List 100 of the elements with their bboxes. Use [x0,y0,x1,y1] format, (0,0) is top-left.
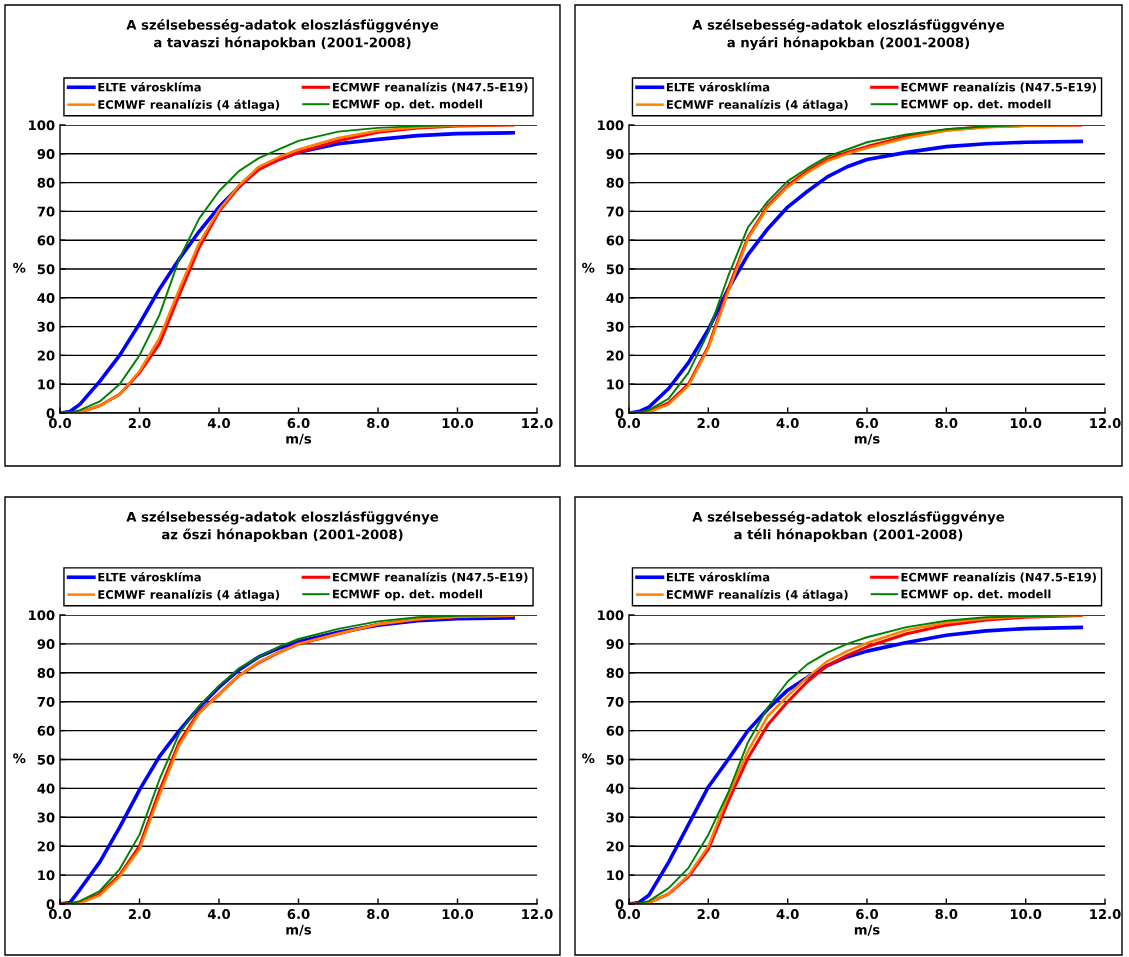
y-tick-label: 80 [606,177,624,188]
y-tick-label: 100 [29,120,55,131]
y-tick-label: 0 [46,408,55,419]
y-tick-label: 90 [37,149,55,159]
y-axis-title: % [13,262,26,273]
legend-label: ECMWF reanalízis (N47.5-E19) [333,82,528,93]
x-tick-label: 8.0 [367,909,390,920]
y-tick-label: 60 [606,235,624,246]
y-tick-label: 10 [607,870,624,881]
x-tick-label: 6.0 [287,909,310,920]
chart-title: A szélsebesség-adatok eloszlásfüggvénye a téli hónapokban (2001-2008) [692,511,1005,542]
y-tick-label: 90 [606,149,624,159]
x-tick-label: 2.0 [128,418,151,429]
x-tick-label: 12.0 [1090,909,1121,920]
y-tick-label: 50 [37,264,55,275]
legend-label: ECMWF reanalízis (N47.5-E19) [901,82,1096,93]
y-tick-label: 20 [37,841,55,852]
x-tick-label: 10.0 [442,418,474,429]
y-tick-label: 0 [46,899,55,910]
y-tick-label: 40 [37,783,55,794]
x-axis-title: m/s [286,924,312,936]
x-tick-label: 2.0 [697,909,720,920]
y-tick-label: 70 [37,696,55,707]
y-tick-label: 40 [606,783,624,794]
y-tick-label: 30 [37,321,55,332]
x-tick-label: 12.0 [1090,418,1121,429]
legend-label: ECMWF op. det. modell [333,589,482,601]
x-tick-label: 0.0 [617,909,641,920]
y-axis-title: % [13,753,26,764]
y-tick-label: 20 [37,350,55,361]
y-tick-label: 100 [598,610,624,621]
legend-label: ELTE városklíma [98,572,201,582]
x-tick-label: 12.0 [522,909,553,920]
y-tick-label: 10 [38,379,55,390]
chart-title: A szélsebesség-adatok eloszlásfüggvénye az őszi hónapokban (2001-2008) [126,511,439,542]
y-tick-label: 20 [606,841,624,852]
legend-label: ECMWF reanalízis (4 átlaga) [98,589,280,602]
y-tick-label: 60 [37,725,55,736]
legend-label: ECMWF reanalízis (N47.5-E19) [901,572,1096,583]
x-tick-label: 2.0 [697,418,720,429]
legend-label: ELTE városklíma [666,82,770,92]
x-tick-label: 4.0 [776,418,799,429]
x-tick-label: 0.0 [48,909,72,920]
x-tick-label: 2.0 [128,909,151,920]
legend-label: ECMWF op. det. modell [901,99,1051,111]
y-tick-label: 50 [606,264,624,275]
y-tick-label: 10 [607,379,624,390]
legend-label: ELTE városklíma [666,572,770,582]
y-tick-label: 80 [37,177,55,188]
x-tick-label: 8.0 [935,909,958,920]
legend-label: ELTE városklíma [98,82,201,92]
y-axis-title: % [582,262,595,273]
y-tick-label: 30 [37,812,55,823]
x-tick-label: 0.0 [48,418,72,429]
x-tick-label: 6.0 [856,418,879,429]
chart-title: A szélsebesség-adatok eloszlásfüggvénye a tavaszi hónapokban (2001-2008) [126,19,439,50]
y-tick-label: 50 [37,754,55,765]
y-tick-label: 100 [29,610,55,621]
x-tick-label: 4.0 [207,418,231,429]
x-tick-label: 10.0 [1010,418,1042,429]
legend-label: ECMWF reanalízis (4 átlaga) [98,99,280,112]
legend-label: ECMWF reanalízis (4 átlaga) [666,589,848,602]
x-tick-label: 8.0 [935,418,958,429]
y-tick-label: 60 [37,235,55,246]
y-tick-label: 40 [37,293,55,303]
y-tick-label: 40 [606,293,624,303]
legend-label: ECMWF reanalízis (N47.5-E19) [333,572,528,583]
y-tick-label: 60 [606,725,624,736]
y-tick-label: 70 [37,206,55,217]
legend-label: ECMWF op. det. modell [333,99,482,111]
legend-label: ECMWF reanalízis (4 átlaga) [666,99,848,112]
y-tick-label: 0 [615,899,624,910]
y-axis-title: % [582,753,595,764]
chart-title: A szélsebesség-adatok eloszlásfüggvénye a nyári hónapokban (2001-2008) [692,19,1005,51]
y-tick-label: 90 [37,639,55,650]
y-tick-label: 10 [38,870,55,881]
y-tick-label: 80 [37,668,55,678]
y-tick-label: 70 [606,696,624,707]
x-tick-label: 0.0 [617,418,641,429]
x-axis-title: m/s [286,433,312,445]
y-tick-label: 30 [606,321,624,332]
y-tick-label: 70 [606,206,624,217]
x-tick-label: 8.0 [367,418,390,429]
y-tick-label: 50 [606,754,624,765]
x-tick-label: 12.0 [522,418,553,429]
y-tick-label: 100 [598,120,624,131]
x-tick-label: 10.0 [442,909,474,920]
x-tick-label: 6.0 [856,909,879,920]
legend-label: ECMWF op. det. modell [901,589,1051,601]
x-axis-title: m/s [854,433,880,445]
y-tick-label: 0 [615,408,624,419]
y-tick-label: 90 [606,639,624,650]
x-tick-label: 4.0 [207,909,231,920]
y-tick-label: 30 [606,812,624,823]
x-tick-label: 4.0 [776,909,799,920]
y-tick-label: 80 [606,668,624,678]
x-tick-label: 10.0 [1010,909,1042,920]
x-axis-title: m/s [854,924,880,936]
x-tick-label: 6.0 [287,418,310,429]
y-tick-label: 20 [606,350,624,361]
